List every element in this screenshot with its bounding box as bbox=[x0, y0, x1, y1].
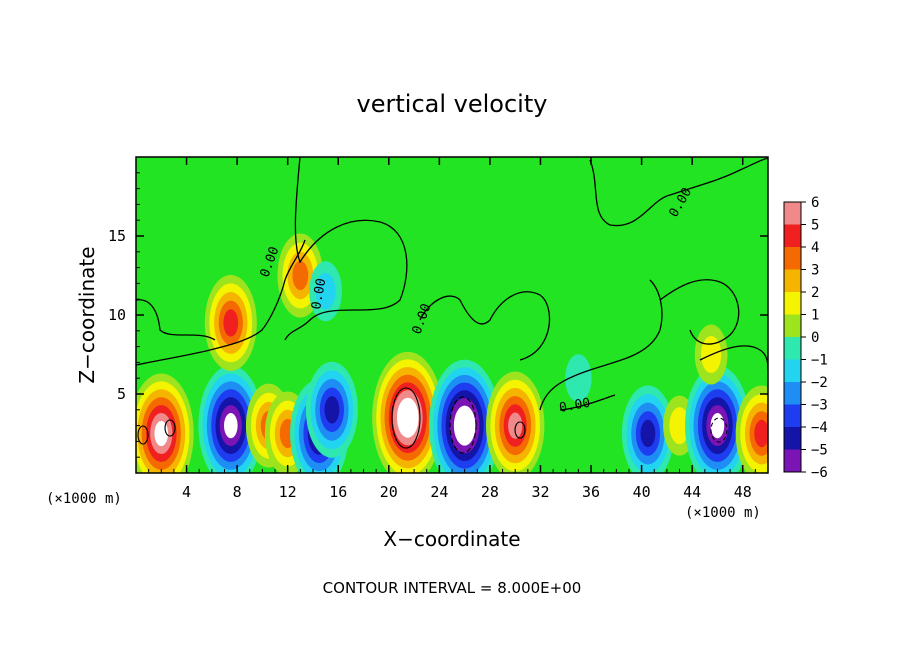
colorbar-band bbox=[784, 202, 801, 225]
velocity-band bbox=[324, 396, 340, 424]
velocity-band bbox=[508, 412, 523, 439]
colorbar-band bbox=[784, 337, 801, 360]
colorbar-band bbox=[784, 359, 801, 383]
velocity-band bbox=[710, 413, 725, 439]
x-axis-label: X−coordinate bbox=[383, 527, 520, 551]
contour-label: 0.00 bbox=[558, 396, 591, 416]
colorbar-tick-label: 4 bbox=[811, 240, 819, 256]
colorbar-tick-label: −5 bbox=[811, 443, 828, 459]
colorbar-tick-label: 5 bbox=[811, 218, 819, 234]
velocity-cell bbox=[685, 365, 750, 473]
colorbar-band bbox=[784, 269, 801, 293]
colorbar-band bbox=[784, 382, 801, 405]
velocity-cell bbox=[565, 354, 592, 403]
x-unit-label: (×1000 m) bbox=[46, 491, 122, 507]
velocity-cell bbox=[198, 365, 264, 473]
contour-line bbox=[164, 419, 176, 437]
colorbar-bands bbox=[784, 202, 801, 473]
x-tick-label: 32 bbox=[531, 483, 549, 501]
x-tick-label: 36 bbox=[582, 483, 600, 501]
velocity-band bbox=[565, 354, 592, 403]
velocity-cell bbox=[486, 371, 545, 473]
contour-line bbox=[136, 299, 216, 341]
velocity-band bbox=[754, 419, 768, 448]
x-tick-label: 8 bbox=[233, 483, 242, 501]
contour-label: 0.00 bbox=[309, 277, 329, 310]
x-tick-label: 4 bbox=[182, 483, 191, 501]
colorbar-tick-label: 3 bbox=[811, 263, 819, 279]
colorbar-tick-label: 0 bbox=[811, 330, 819, 346]
contour-line bbox=[137, 425, 149, 445]
colorbar-tick-label: −6 bbox=[811, 465, 828, 481]
velocity-field bbox=[136, 233, 768, 473]
contour-line bbox=[449, 396, 477, 454]
x-tick-label: 40 bbox=[633, 483, 651, 501]
core-contours bbox=[137, 387, 728, 454]
velocity-cell bbox=[309, 261, 342, 322]
colorbar-band bbox=[784, 404, 801, 428]
contour-line bbox=[659, 279, 740, 345]
contour-line bbox=[419, 291, 551, 361]
colorbar-tick-label: −2 bbox=[811, 375, 828, 391]
plot-area: 0.00 0.00 0.00 0.00 0.00 4 8 12 16 20 24 28 32 3… bbox=[108, 156, 769, 501]
colorbar-tick-label: 2 bbox=[811, 285, 819, 301]
y-tick-label: 5 bbox=[117, 385, 126, 403]
contour-line bbox=[539, 279, 663, 411]
velocity-band bbox=[223, 309, 239, 337]
velocity-cell bbox=[735, 385, 768, 473]
x-tick-label: 16 bbox=[329, 483, 347, 501]
velocity-cell bbox=[429, 359, 501, 473]
colorbar-tick-label: −4 bbox=[811, 420, 828, 436]
x-tick-label: 48 bbox=[734, 483, 752, 501]
colorbar: 6 5 4 3 2 1 0 −1 −2 −3 −4 −5 −6 bbox=[783, 195, 828, 481]
contour-line bbox=[284, 157, 408, 341]
velocity-band bbox=[458, 413, 472, 438]
z-unit-label: (×1000 m) bbox=[685, 505, 761, 521]
colorbar-band bbox=[784, 427, 801, 450]
x-tick-label: 20 bbox=[380, 483, 398, 501]
colorbar-ticks: 6 5 4 3 2 1 0 −1 −2 −3 −4 −5 −6 bbox=[801, 195, 828, 481]
colorbar-band bbox=[784, 449, 801, 473]
colorbar-tick-label: 1 bbox=[811, 308, 819, 324]
velocity-band bbox=[401, 405, 415, 431]
contour-interval-note: CONTOUR INTERVAL = 8.000E+00 bbox=[323, 579, 582, 597]
velocity-band bbox=[292, 260, 309, 291]
colorbar-band bbox=[784, 224, 801, 248]
contour-line bbox=[710, 417, 728, 443]
y-tick-label: 10 bbox=[108, 306, 126, 324]
contour-line bbox=[391, 387, 421, 449]
velocity-band bbox=[315, 272, 336, 310]
contour-line bbox=[514, 421, 526, 439]
y-tick-label: 15 bbox=[108, 227, 126, 245]
velocity-band bbox=[669, 407, 690, 445]
velocity-cell bbox=[204, 274, 257, 371]
y-axis-label: Z−coordinate bbox=[75, 246, 99, 383]
colorbar-tick-label: −1 bbox=[811, 353, 828, 369]
velocity-band bbox=[640, 419, 656, 448]
colorbar-tick-label: 6 bbox=[811, 195, 819, 211]
zero-contours bbox=[136, 157, 768, 411]
colorbar-band bbox=[784, 314, 801, 338]
contour-line bbox=[559, 394, 616, 411]
velocity-cell bbox=[621, 385, 674, 473]
x-tick-label: 12 bbox=[279, 483, 297, 501]
contour-line bbox=[136, 239, 306, 366]
colorbar-band bbox=[784, 292, 801, 315]
velocity-band bbox=[224, 413, 238, 439]
x-tick-label: 24 bbox=[430, 483, 448, 501]
x-tick-label: 44 bbox=[683, 483, 701, 501]
colorbar-band bbox=[784, 247, 801, 270]
colorbar-tick-label: −3 bbox=[811, 398, 828, 414]
x-tick-label: 28 bbox=[481, 483, 499, 501]
contour-line bbox=[589, 157, 768, 227]
chart-title: vertical velocity bbox=[357, 90, 548, 118]
velocity-cell bbox=[305, 361, 358, 458]
